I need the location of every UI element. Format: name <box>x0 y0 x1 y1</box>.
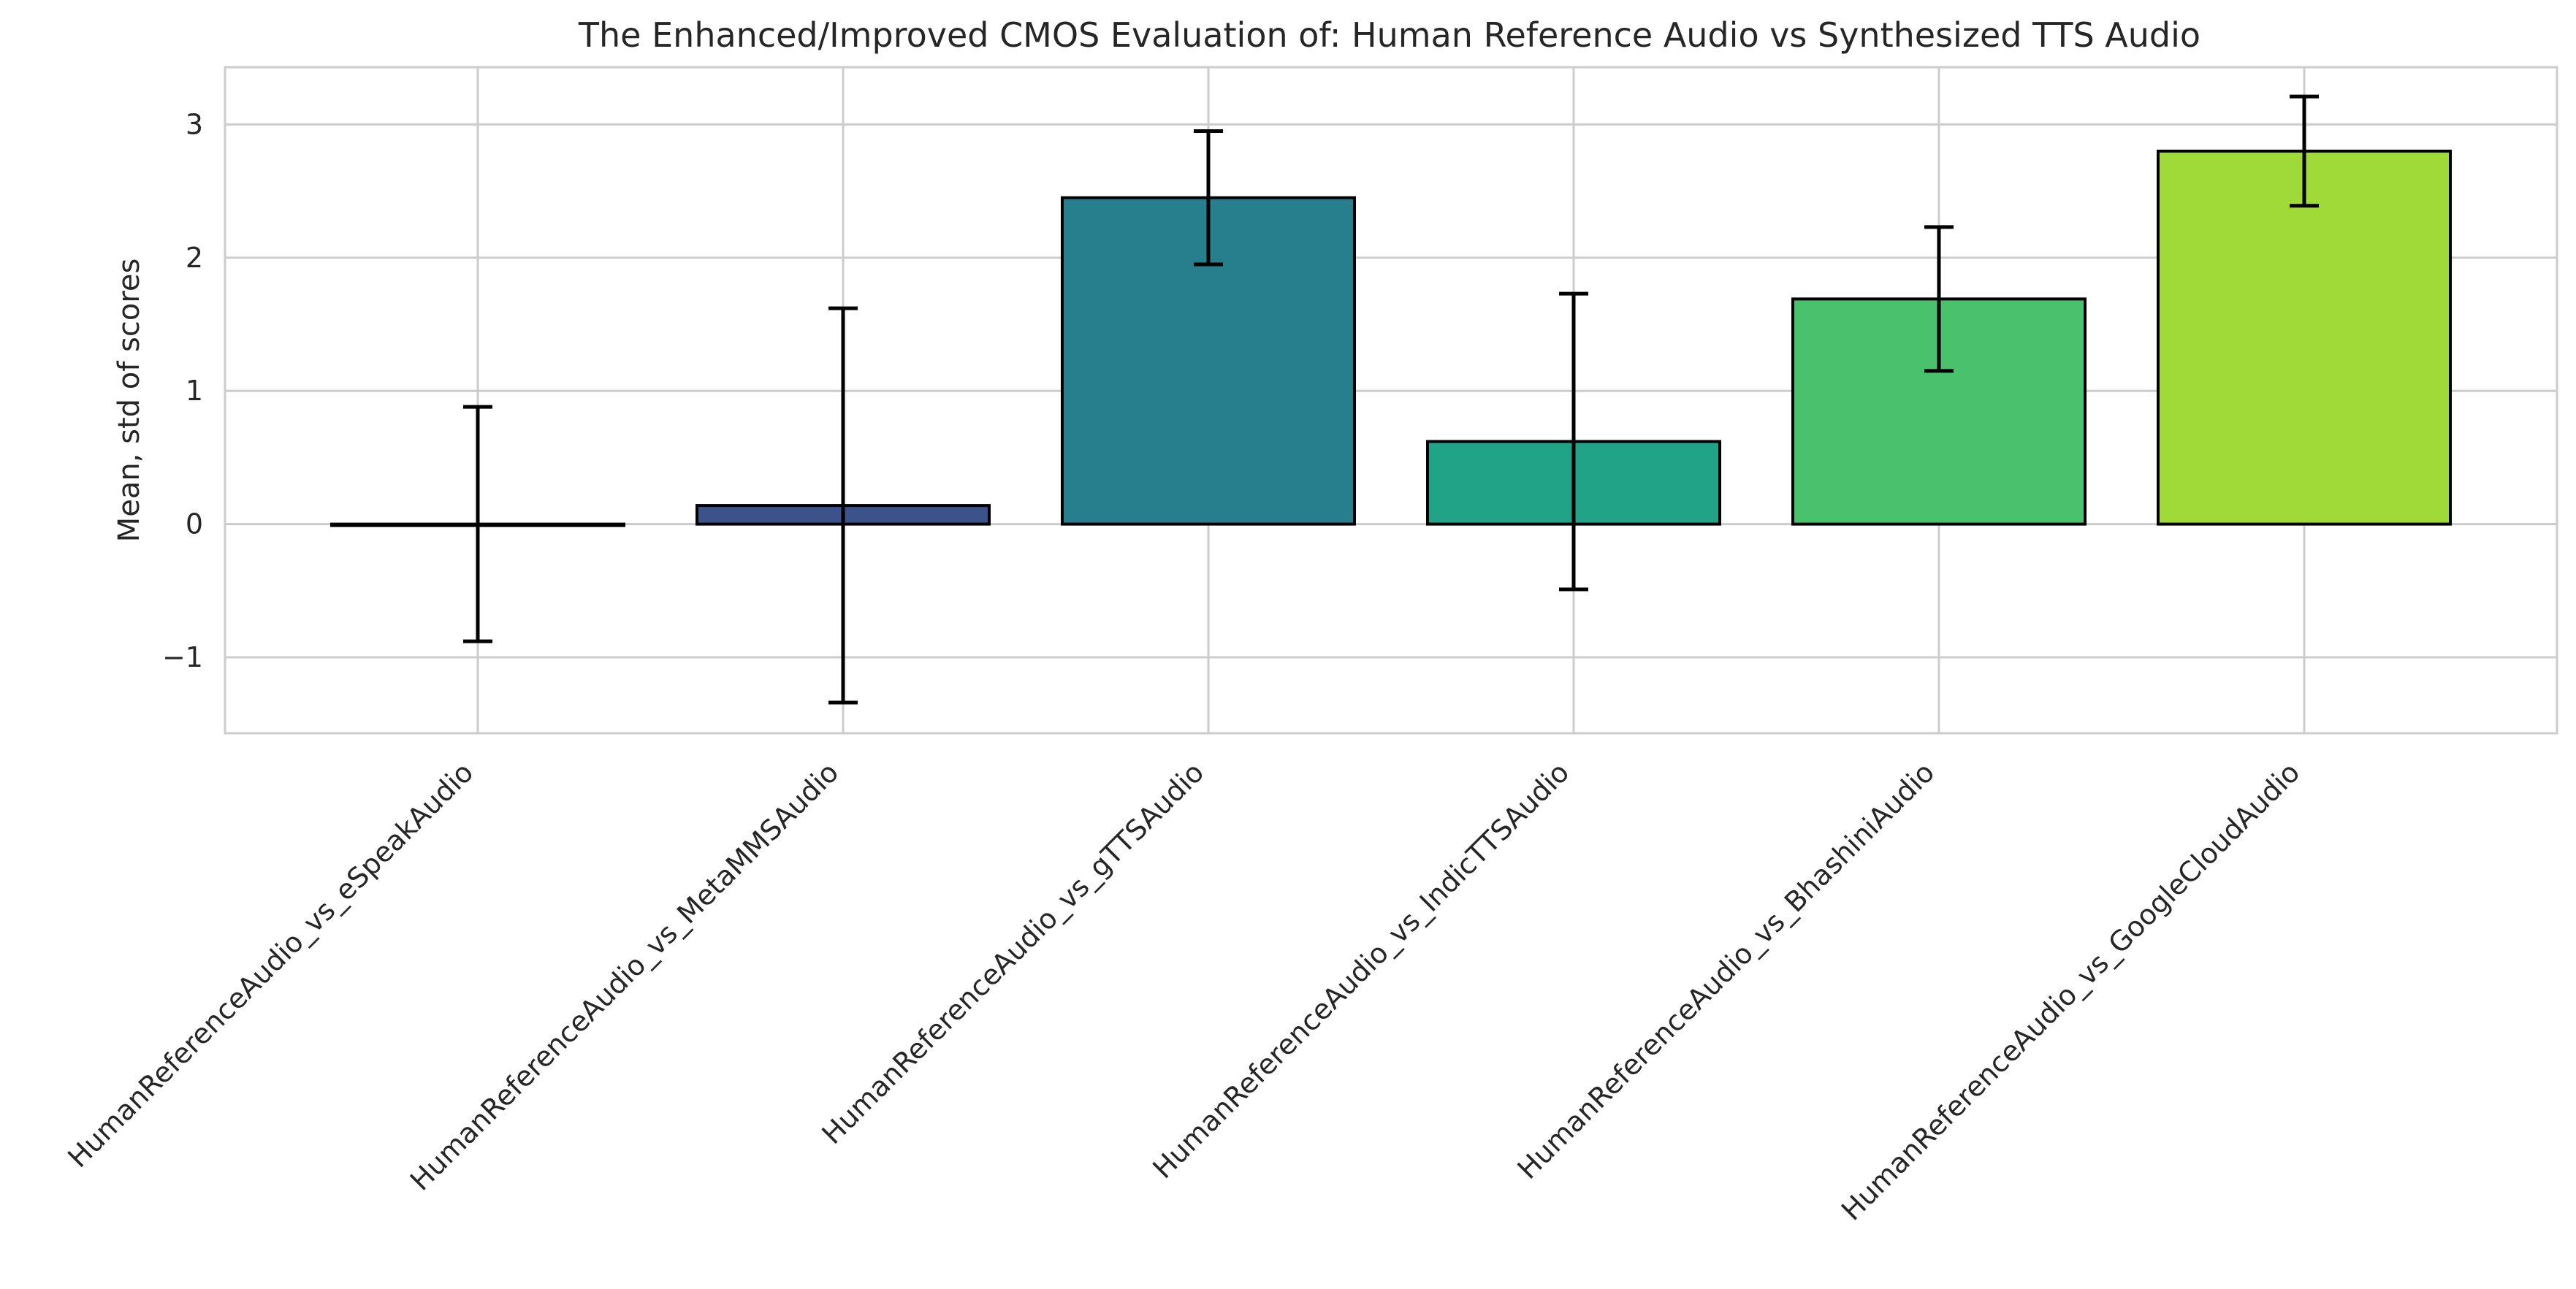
y-axis-label: Mean, std of scores <box>113 259 146 543</box>
y-tick-label: 1 <box>186 375 203 407</box>
bars <box>330 149 2452 527</box>
plot-frame <box>224 66 2558 735</box>
bar <box>2157 149 2452 526</box>
x-tick-label: HumanReferenceAudio_vs_MetaMMSAudio <box>404 756 845 1196</box>
chart-title: The Enhanced/Improved CMOS Evaluation of… <box>578 15 2200 55</box>
error-bars <box>463 94 2319 705</box>
y-tick-label: 3 <box>186 108 203 140</box>
x-tick-label: HumanReferenceAudio_vs_gTTSAudio <box>816 756 1211 1150</box>
x-tick-label: HumanReferenceAudio_vs_BhashiniAudio <box>1512 756 1941 1185</box>
x-tick-label: HumanReferenceAudio_vs_eSpeakAudio <box>61 756 479 1174</box>
y-tick-label: −1 <box>162 641 203 673</box>
x-tick-label: HumanReferenceAudio_vs_GoogleCloudAudio <box>1835 756 2306 1226</box>
y-tick-label: 0 <box>186 508 203 540</box>
y-tick-label: 2 <box>186 242 203 274</box>
x-tick-label: HumanReferenceAudio_vs_IndicTTSAudio <box>1146 756 1575 1185</box>
